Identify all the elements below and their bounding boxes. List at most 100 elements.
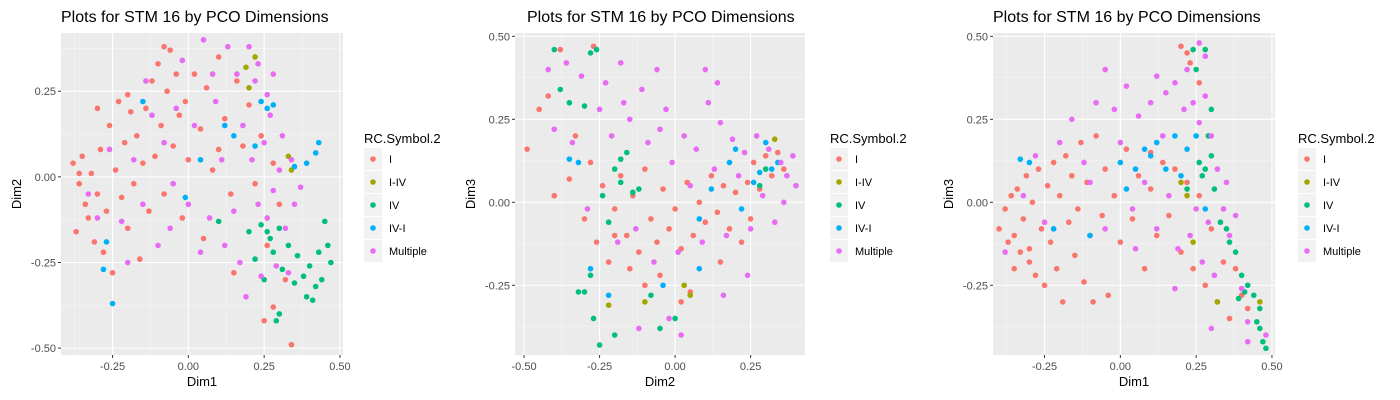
data-point-i	[1220, 259, 1227, 265]
plot-panel	[515, 33, 805, 355]
data-point-iv	[264, 228, 270, 235]
data-point-multiple	[118, 218, 125, 225]
legend-label: IV	[389, 200, 400, 212]
data-point-iv	[1257, 325, 1263, 332]
data-point-multiple	[720, 292, 727, 299]
data-point-i	[209, 167, 216, 173]
data-point-i	[146, 208, 152, 214]
data-point-iv-i	[726, 159, 733, 166]
data-point-i	[524, 146, 530, 152]
data-point-iv-i	[1026, 159, 1033, 166]
data-point-multiple	[1153, 73, 1160, 79]
y-tick-label: -0.25	[485, 280, 510, 292]
data-point-multiple	[1196, 119, 1202, 126]
data-point-multiple	[735, 172, 742, 179]
x-tick-label: 0.00	[664, 361, 685, 373]
data-point-multiple	[651, 259, 657, 265]
legend-title: RC.Symbol.2	[1298, 131, 1375, 146]
legend-key-dot	[370, 179, 376, 185]
y-tick-label: -0.50	[31, 343, 56, 355]
data-point-iv	[291, 280, 298, 286]
data-point-iv-i	[768, 166, 775, 172]
x-tick-label: -0.50	[512, 361, 537, 373]
data-point-multiple	[288, 156, 295, 163]
data-point-multiple	[1020, 192, 1027, 199]
data-point-i	[97, 146, 104, 153]
data-point-iv-i	[756, 169, 763, 176]
legend-key-dot	[1304, 248, 1310, 254]
data-point-multiple	[285, 269, 292, 276]
data-point-iv-i	[264, 105, 270, 112]
data-point-i	[76, 180, 82, 187]
data-point-multiple	[258, 273, 264, 280]
data-point-i	[1184, 179, 1190, 186]
data-point-i	[106, 122, 113, 129]
data-point-iv-i	[1153, 139, 1160, 146]
data-point-multiple	[1160, 133, 1166, 139]
y-tick-label: 0.00	[35, 172, 56, 184]
legend-item: I	[830, 148, 858, 170]
data-point-multiple	[1032, 153, 1039, 159]
data-point-multiple	[1193, 206, 1199, 212]
data-point-i	[1020, 216, 1027, 222]
data-point-multiple	[209, 71, 216, 77]
data-point-multiple	[1147, 99, 1154, 106]
data-point-iv	[575, 289, 582, 295]
data-point-multiple	[179, 57, 186, 64]
data-point-iv-i	[1147, 153, 1154, 159]
legend-key-dot	[1304, 156, 1310, 162]
data-point-iv	[590, 315, 597, 322]
data-point-i	[1053, 265, 1060, 272]
data-point-i	[215, 146, 222, 153]
data-point-multiple	[699, 239, 706, 245]
data-point-i	[1244, 305, 1251, 312]
data-point-i	[118, 194, 125, 201]
data-point-multiple	[705, 99, 712, 106]
data-point-i	[149, 78, 155, 84]
data-point-i	[1090, 299, 1096, 305]
data-point-i	[750, 159, 757, 166]
data-point-i	[76, 170, 82, 177]
data-point-i	[1050, 159, 1057, 166]
data-point-iv	[303, 293, 310, 300]
data-point-multiple	[545, 66, 552, 73]
data-point-iv	[1226, 239, 1233, 245]
data-point-i	[1153, 232, 1160, 239]
data-points	[524, 43, 799, 348]
data-point-iv-i	[708, 186, 715, 192]
data-point-iv	[215, 218, 222, 225]
legend-label: I-IV	[855, 177, 873, 189]
data-point-i	[1160, 159, 1166, 166]
data-point-i	[1129, 216, 1136, 222]
data-point-i	[1056, 192, 1063, 199]
data-point-multiple	[714, 79, 721, 86]
data-point-multiple	[1117, 139, 1124, 146]
data-point-iv-i	[270, 102, 277, 108]
data-point-multiple	[94, 215, 101, 221]
data-point-iv-i	[1193, 133, 1199, 139]
data-point-i	[747, 216, 754, 222]
data-point-i	[708, 172, 715, 179]
x-tick-label: 0.25	[740, 361, 761, 373]
y-tick-label: -0.25	[31, 258, 56, 270]
data-point-multiple	[1141, 179, 1148, 186]
data-point-multiple	[1196, 40, 1202, 46]
data-point-iv-i	[660, 282, 666, 289]
data-point-i	[660, 186, 666, 192]
data-point-multiple	[1081, 159, 1087, 166]
data-point-i	[182, 98, 189, 105]
data-point-multiple	[675, 249, 681, 255]
major-grid	[993, 33, 1275, 355]
data-point-multiple	[717, 119, 724, 126]
data-point-i	[611, 232, 618, 239]
data-point-i	[221, 115, 228, 122]
data-point-multiple	[723, 232, 730, 239]
data-point-multiple	[657, 126, 663, 133]
data-point-iv-i	[732, 146, 739, 152]
data-point-multiple	[124, 259, 131, 266]
data-point-multiple	[596, 106, 603, 113]
data-point-iv	[270, 249, 277, 256]
data-point-iv	[1238, 272, 1245, 279]
data-point-i	[288, 341, 295, 348]
data-point-i	[140, 160, 146, 166]
